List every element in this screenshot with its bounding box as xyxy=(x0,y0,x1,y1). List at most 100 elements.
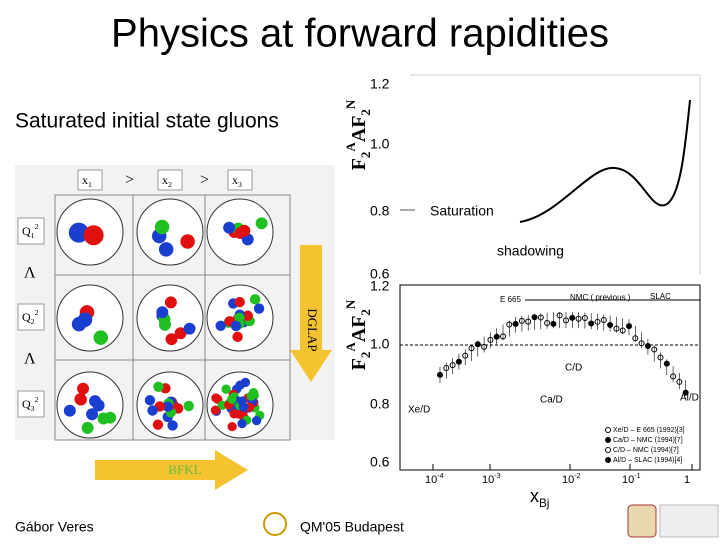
y-tick-label: 1.2 xyxy=(370,278,390,294)
gluon xyxy=(183,322,196,335)
y-axis-label-part: F xyxy=(348,158,370,170)
gluon xyxy=(86,408,99,421)
q-label-box xyxy=(17,303,45,331)
gluon xyxy=(89,395,102,408)
gluon xyxy=(156,306,169,319)
x-tick-label-part: 10 xyxy=(622,474,634,486)
gluon xyxy=(234,312,245,323)
y-axis-label: F2AAF2N xyxy=(343,299,373,370)
y-axis-label-part: AF xyxy=(348,316,370,343)
gluon xyxy=(162,401,173,412)
y-tick-label: 1.2 xyxy=(370,76,390,92)
gluon xyxy=(235,380,245,390)
gluon xyxy=(147,405,158,416)
gluon xyxy=(144,395,156,406)
q-label-part: Q xyxy=(22,224,31,238)
y-tick-label: 0.8 xyxy=(370,396,390,412)
plot-label: Ca/D xyxy=(540,395,563,406)
gluon xyxy=(229,409,239,419)
q-label-part: 2 xyxy=(35,395,39,404)
legend-entry: Xe/D – E 665 (1992)[3] xyxy=(613,427,685,434)
x-tick-label: 10-2 xyxy=(562,472,581,486)
gluon xyxy=(249,294,261,305)
x-label-part: x xyxy=(82,173,88,187)
gluon xyxy=(183,400,194,412)
gluon xyxy=(237,418,247,429)
gluon xyxy=(215,320,226,331)
gluon xyxy=(153,381,164,392)
x-tick-label-part: -3 xyxy=(494,472,500,480)
gluon xyxy=(165,333,178,346)
gluon xyxy=(158,242,174,257)
q-label-part: 2 xyxy=(35,222,39,231)
legend-entry: Ca/D – NMC (1994)[7] xyxy=(613,437,683,444)
gluon-grid: > > Λ Λ xyxy=(17,169,291,441)
q-label-part: 2 xyxy=(31,317,35,326)
logo xyxy=(659,504,719,538)
x-tick-label: 10-3 xyxy=(482,472,501,486)
frame xyxy=(399,284,701,471)
x-label-part: 3 xyxy=(238,180,242,189)
x-label-box xyxy=(77,169,103,191)
gluon xyxy=(180,234,195,249)
q-label-part: Q xyxy=(22,397,31,411)
q-label-part: 1 xyxy=(31,231,35,240)
gluon xyxy=(230,320,242,332)
y-axis-label-part: 2 xyxy=(358,152,373,159)
gluon xyxy=(68,222,89,243)
y-axis-label: F2AAF2N xyxy=(343,99,373,170)
gluon xyxy=(223,221,236,234)
plot-label: Al/D xyxy=(680,393,699,404)
gluon xyxy=(238,402,249,412)
gluon xyxy=(234,296,245,308)
y-tick-label: 1.0 xyxy=(370,136,390,152)
y-tick-label: 0.6 xyxy=(370,454,390,470)
x-tick-label: 10-4 xyxy=(425,472,444,486)
plot-label: C/D xyxy=(565,363,582,374)
x-tick-label-part: 10 xyxy=(425,474,437,486)
q-separator: Λ xyxy=(24,265,36,282)
y-tick-label: 0.6 xyxy=(370,266,390,282)
x-tick-label: 10-1 xyxy=(622,472,641,486)
gluon xyxy=(81,421,94,434)
annotation: Saturation xyxy=(430,203,494,219)
gluon xyxy=(232,331,243,343)
gluon xyxy=(253,303,265,314)
gluon xyxy=(77,312,93,328)
dglap-label: DGLAP xyxy=(305,308,320,351)
x-tick-label-part: -2 xyxy=(574,472,580,480)
legend-entry: C/D – NMC (1994)[7] xyxy=(613,447,679,454)
x-label-part: 2 xyxy=(168,180,172,189)
gluon xyxy=(164,296,177,309)
gluon xyxy=(238,224,251,237)
gluon xyxy=(63,404,76,417)
gluon xyxy=(246,391,256,401)
plot-label: E 665 xyxy=(500,295,521,304)
x-label-box xyxy=(227,169,253,191)
x-tick-label-part: -4 xyxy=(437,472,443,480)
x-label: x3 xyxy=(232,173,242,190)
legend-marker xyxy=(605,427,611,433)
gluon xyxy=(227,421,237,432)
gluon xyxy=(74,393,87,406)
x-separator: > xyxy=(125,172,134,189)
x-tick-label: 1 xyxy=(684,474,690,486)
x-separator: > xyxy=(200,172,209,189)
gluon xyxy=(167,420,178,431)
legend-entry: Al/D – SLAC (1994)[4] xyxy=(613,457,682,464)
gluon xyxy=(83,225,104,246)
x-label-part: x xyxy=(162,173,168,187)
y-axis-label-part: A xyxy=(343,342,358,352)
x-label: x2 xyxy=(162,173,172,190)
y-axis-label-part: AF xyxy=(348,116,370,143)
subtitle: Saturated initial state gluons xyxy=(15,110,279,133)
y-axis-label-part: N xyxy=(343,99,358,109)
gluon xyxy=(221,384,231,394)
gluon xyxy=(152,419,164,430)
plot-label: Xe/D xyxy=(408,405,430,416)
footer-author: Gábor Veres xyxy=(15,519,94,535)
x-label-part: 1 xyxy=(88,180,92,189)
gluon xyxy=(251,415,262,426)
q-label-part: Q xyxy=(22,310,31,324)
